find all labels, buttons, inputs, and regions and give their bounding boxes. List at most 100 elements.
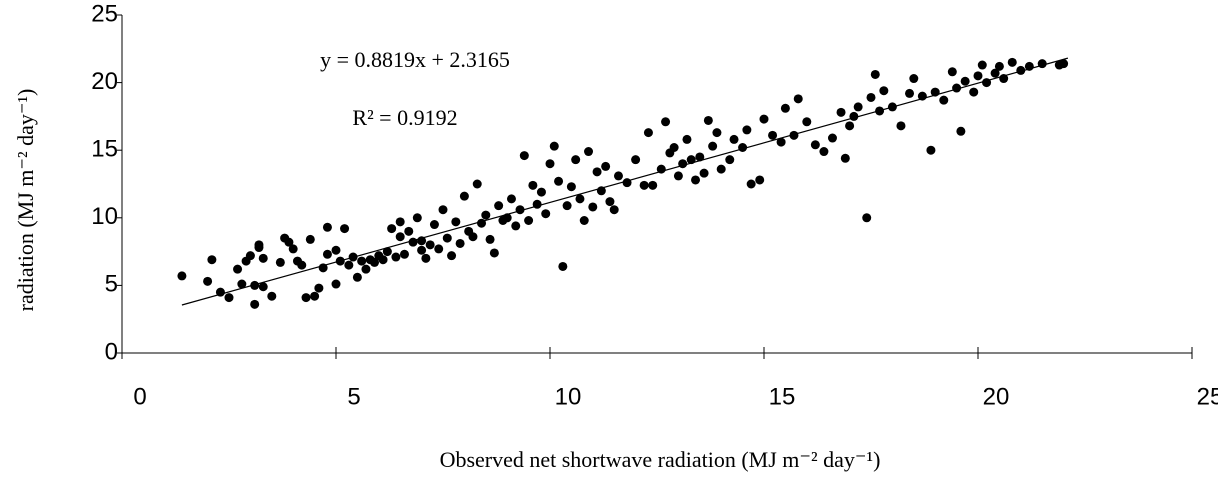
- point: [322, 222, 332, 232]
- point: [999, 74, 1009, 84]
- point: [947, 67, 957, 77]
- x-tick-label: 15: [769, 383, 796, 410]
- point: [434, 244, 444, 254]
- point: [896, 121, 906, 131]
- point: [532, 199, 542, 209]
- point: [335, 256, 345, 266]
- point: [267, 291, 277, 301]
- point: [1016, 65, 1026, 75]
- x-tick-label: 5: [347, 383, 360, 410]
- point: [622, 178, 632, 188]
- point: [755, 175, 765, 185]
- point: [442, 233, 452, 243]
- point: [425, 240, 435, 250]
- point: [994, 61, 1004, 71]
- point: [930, 87, 940, 97]
- point: [990, 68, 1000, 78]
- point: [716, 164, 726, 174]
- point: [177, 271, 187, 281]
- point: [977, 60, 987, 70]
- point: [584, 147, 594, 157]
- point: [511, 221, 521, 231]
- point: [691, 175, 701, 185]
- point: [969, 87, 979, 97]
- point: [571, 155, 581, 165]
- point: [318, 263, 328, 273]
- point: [284, 237, 294, 247]
- point: [361, 264, 371, 274]
- y-tick-label: 20: [91, 68, 118, 95]
- point: [939, 95, 949, 105]
- point: [712, 128, 722, 138]
- point: [344, 260, 354, 270]
- point: [494, 201, 504, 211]
- point: [455, 238, 465, 248]
- point: [417, 236, 427, 246]
- point: [519, 151, 529, 161]
- point: [429, 220, 439, 230]
- point: [703, 115, 713, 125]
- point: [609, 205, 619, 215]
- point: [399, 249, 409, 259]
- r-squared: R² = 0.9192: [352, 105, 457, 130]
- point: [875, 106, 885, 116]
- point: [502, 213, 512, 223]
- y-tick-label: 5: [105, 271, 118, 298]
- y-tick-label: 10: [91, 203, 118, 230]
- point: [853, 102, 863, 112]
- point: [254, 240, 264, 250]
- point: [742, 125, 752, 135]
- point: [768, 130, 778, 140]
- point: [237, 279, 247, 289]
- point: [613, 171, 623, 181]
- point: [549, 141, 559, 151]
- point: [472, 179, 482, 189]
- point: [224, 293, 234, 303]
- y-tick-label: 25: [91, 0, 118, 27]
- point: [960, 76, 970, 86]
- point: [305, 234, 315, 244]
- point: [592, 167, 602, 177]
- point: [215, 287, 225, 297]
- x-tick-label: 25: [1197, 383, 1218, 410]
- point: [588, 202, 598, 212]
- point: [245, 251, 255, 261]
- x-tick-label: 10: [555, 383, 582, 410]
- point: [558, 261, 568, 271]
- point: [481, 210, 491, 220]
- point: [404, 226, 414, 236]
- point: [207, 255, 217, 265]
- point: [370, 257, 380, 267]
- point: [866, 92, 876, 102]
- x-tick-label: 0: [133, 383, 146, 410]
- point: [258, 282, 268, 292]
- point: [810, 140, 820, 150]
- point: [395, 232, 405, 242]
- point: [485, 234, 495, 244]
- point: [395, 217, 405, 227]
- point: [673, 171, 683, 181]
- point: [382, 247, 392, 257]
- point: [297, 260, 307, 270]
- point: [605, 197, 615, 207]
- x-tick-label: 20: [983, 383, 1010, 410]
- y-tick-label: 0: [105, 338, 118, 365]
- point: [233, 264, 243, 274]
- point: [1037, 59, 1047, 69]
- point: [695, 152, 705, 162]
- point: [601, 161, 611, 171]
- point: [776, 137, 786, 147]
- point: [639, 180, 649, 190]
- point: [348, 252, 358, 262]
- point: [352, 272, 362, 282]
- y-axis-title: radiation (MJ m⁻² day⁻¹): [13, 89, 38, 312]
- point: [340, 224, 350, 234]
- point: [579, 216, 589, 226]
- point: [862, 213, 872, 223]
- point: [250, 299, 260, 309]
- point: [331, 279, 341, 289]
- point: [506, 194, 516, 204]
- point: [545, 159, 555, 169]
- point: [421, 253, 431, 263]
